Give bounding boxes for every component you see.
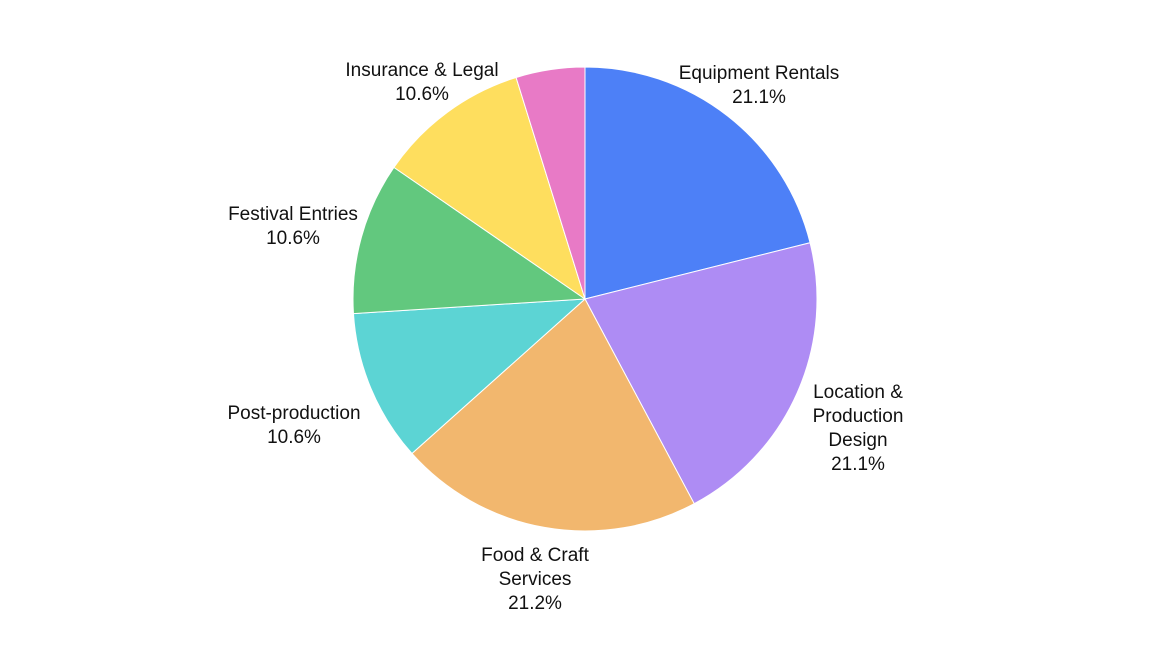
slice-label: Services xyxy=(499,569,572,590)
slice-value-label: 21.1% xyxy=(831,454,885,475)
slice-value-label: 10.6% xyxy=(266,228,320,249)
slice-value-label: 10.6% xyxy=(267,427,321,448)
slice-label-group: Location & Production Design 21.1% xyxy=(813,382,904,475)
slice-label: Food & Craft xyxy=(481,545,589,566)
slice-label: Insurance & Legal xyxy=(345,60,498,81)
slice-label: Festival Entries xyxy=(228,204,358,225)
slice-label: Production xyxy=(813,406,904,427)
pie-slice xyxy=(584,66,811,300)
slice-value-label: 21.2% xyxy=(508,593,562,614)
pie-slice xyxy=(352,298,587,455)
slice-label-group: Post-production 10.6% xyxy=(227,403,360,448)
slice-label-group: Festival Entries 10.6% xyxy=(228,204,358,249)
slice-label-group: Insurance & Legal 10.6% xyxy=(345,60,498,105)
pie-slice xyxy=(515,66,586,300)
pie-slice xyxy=(393,76,586,301)
slice-value-label: 21.1% xyxy=(732,87,786,108)
slice-value-label: 10.6% xyxy=(395,84,449,105)
pie-slice xyxy=(584,242,818,505)
slice-label: Location & xyxy=(813,382,903,403)
pie-slice xyxy=(411,298,695,532)
slice-label-group: Equipment Rentals 21.1% xyxy=(679,63,840,108)
slice-label: Equipment Rentals xyxy=(679,63,840,84)
slice-label: Post-production xyxy=(227,403,360,424)
slices-layer xyxy=(352,66,818,532)
slice-label: Design xyxy=(828,430,887,451)
labels-layer: Equipment Rentals 21.1% Location & Producti… xyxy=(227,60,903,614)
pie-slice xyxy=(352,166,587,315)
slice-label-group: Food & Craft Services 21.2% xyxy=(481,545,589,614)
